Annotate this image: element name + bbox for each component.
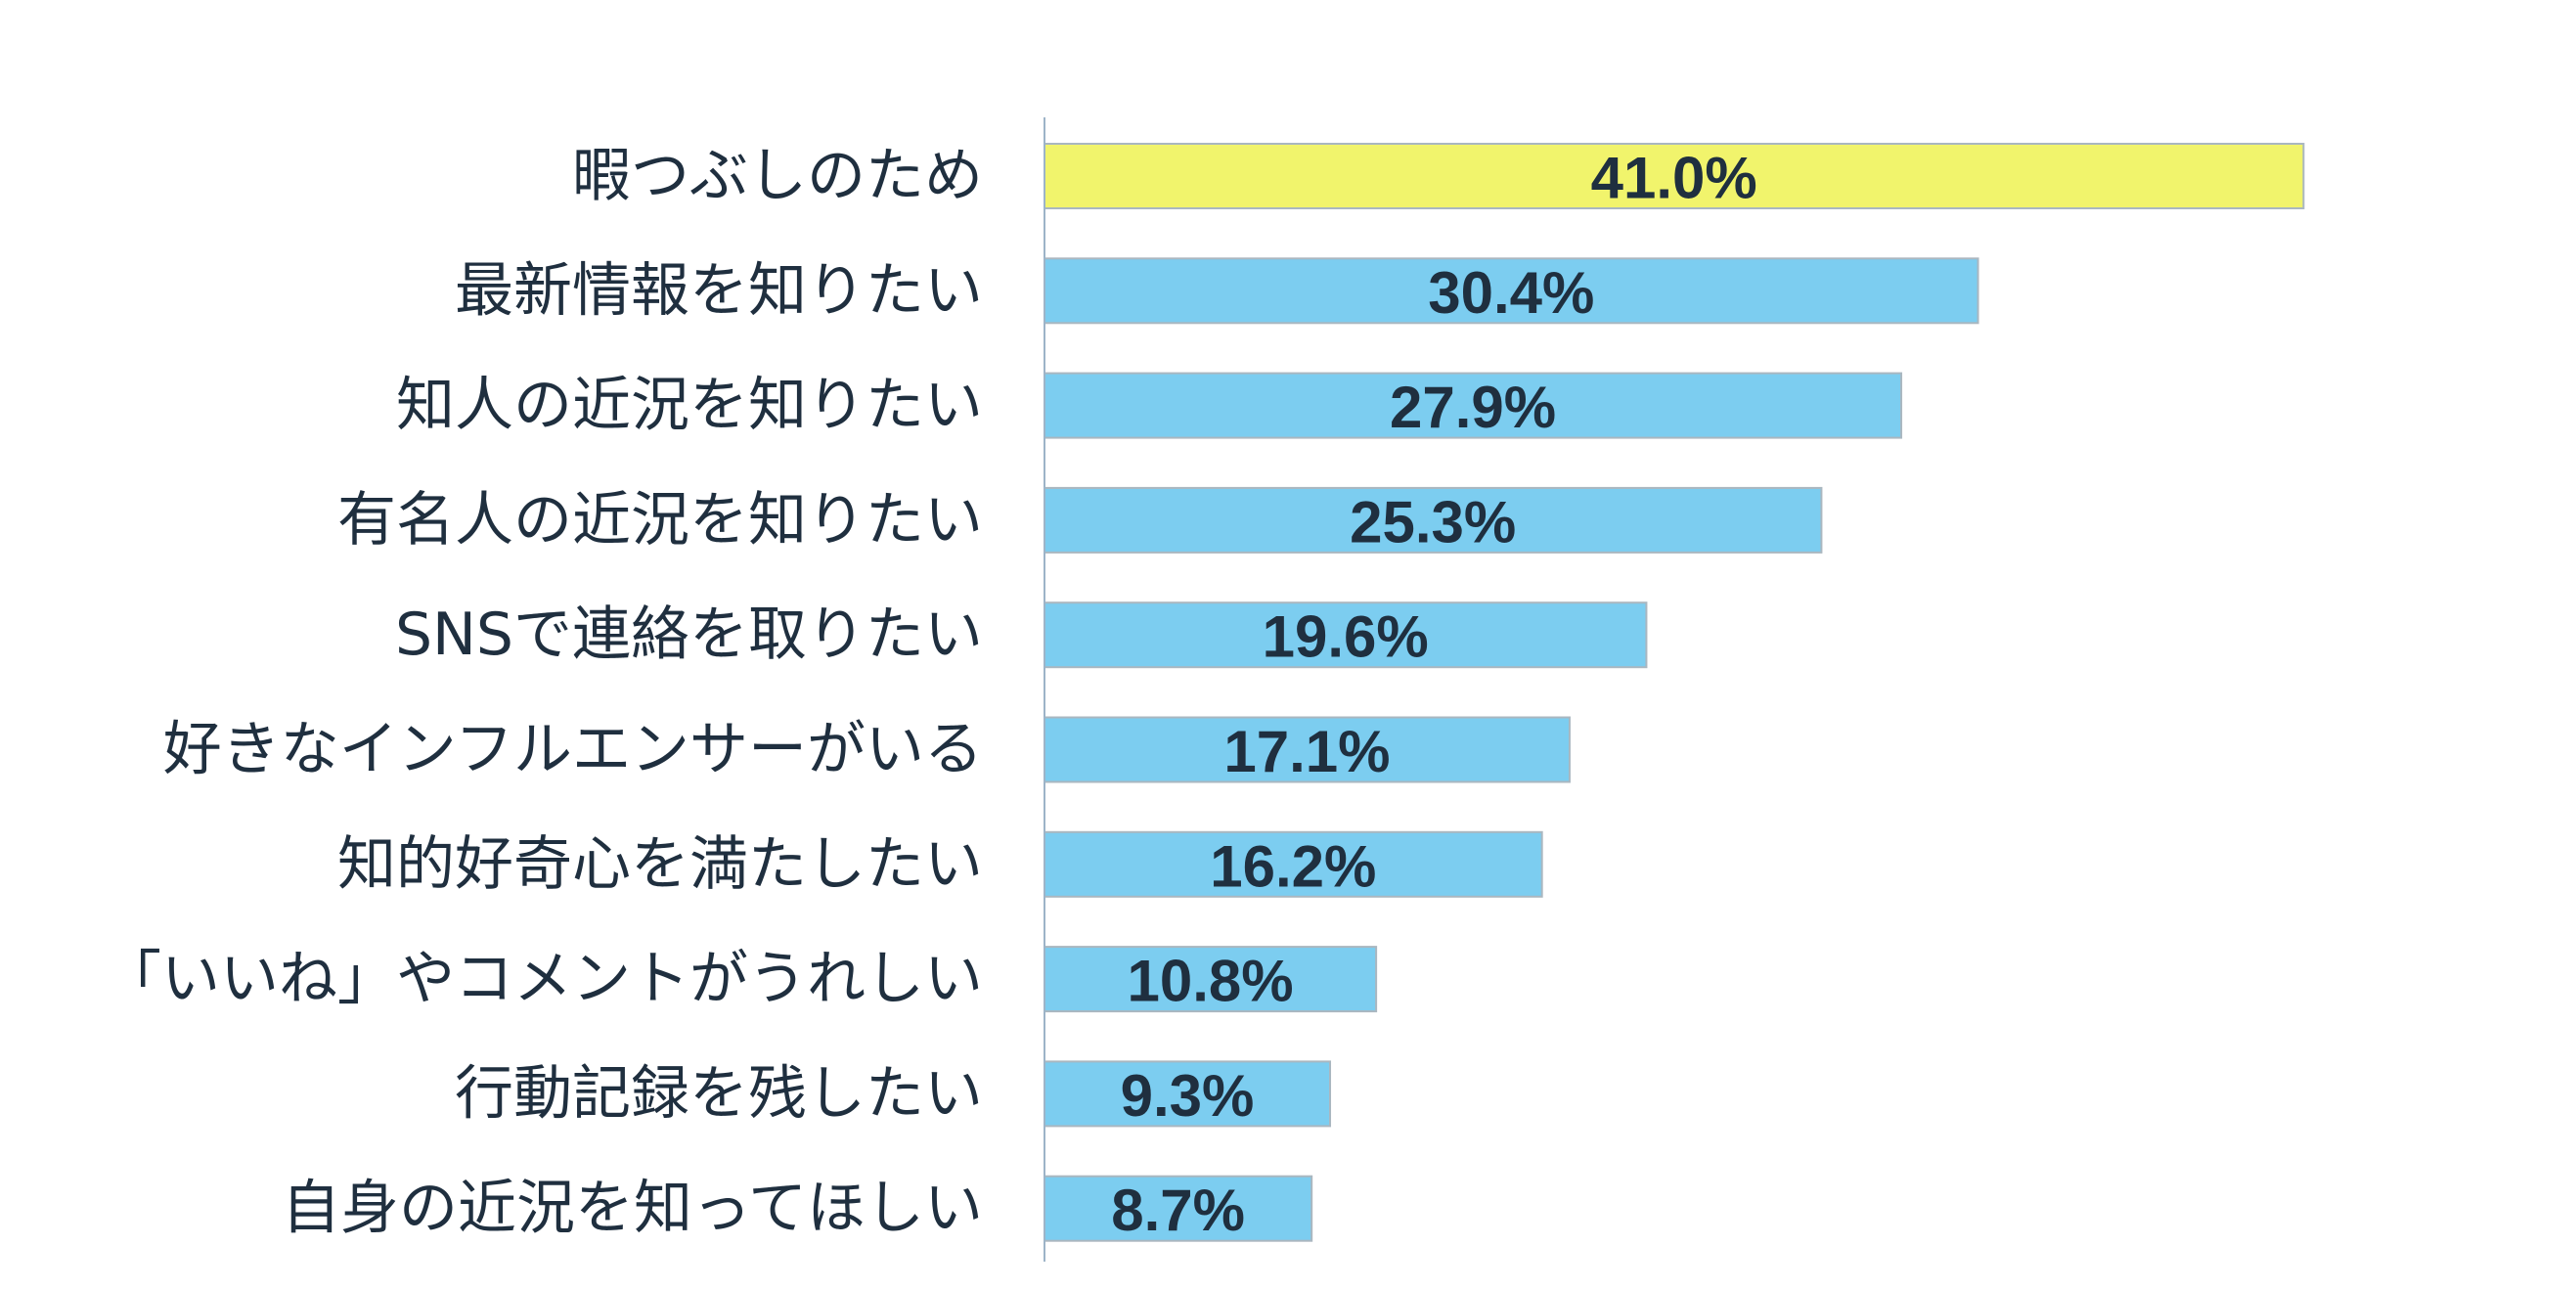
category-label-6: 知的好奇心を満たしたい <box>337 830 983 899</box>
bar-9 <box>1044 1175 1313 1242</box>
category-label-0: 暇つぶしのため <box>572 142 983 210</box>
category-label-2: 知人の近況を知りたい <box>396 372 983 440</box>
category-label-3: 有名人の近況を知りたい <box>337 486 983 555</box>
value-label-9: 8.7% <box>1111 1178 1245 1243</box>
bar-3 <box>1044 486 1823 554</box>
value-label-4: 19.6% <box>1263 604 1429 670</box>
bar-2 <box>1044 372 1903 439</box>
bars-group <box>1044 143 2305 1242</box>
category-label-8: 行動記録を残したい <box>455 1059 983 1128</box>
value-label-8: 9.3% <box>1121 1063 1255 1129</box>
bar-6 <box>1044 830 1543 898</box>
value-label-0: 41.0% <box>1591 146 1757 211</box>
value-label-5: 17.1% <box>1223 719 1390 784</box>
category-label-7: 「いいね」やコメントがうれしい <box>103 945 983 1013</box>
value-labels-group: 41.0% 30.4% 27.9% 25.3% 19.6% 17.1% 16.2% 10.8%… <box>1111 146 1757 1244</box>
bar-1 <box>1044 257 1979 325</box>
value-label-6: 16.2% <box>1210 833 1376 899</box>
bar-0 <box>1044 143 2305 209</box>
category-label-5: 好きなインフルエンサーがいる <box>163 716 983 784</box>
value-label-1: 30.4% <box>1428 260 1594 326</box>
value-label-2: 27.9% <box>1390 375 1556 440</box>
value-label-7: 10.8% <box>1127 949 1293 1014</box>
category-label-1: 最新情報を知りたい <box>455 256 983 325</box>
value-label-3: 25.3% <box>1350 489 1516 555</box>
category-label-9: 自身の近況を知ってほしい <box>282 1175 983 1243</box>
category-label-4: SNSで連絡を取りたい <box>395 601 983 669</box>
bar-4 <box>1044 601 1648 669</box>
